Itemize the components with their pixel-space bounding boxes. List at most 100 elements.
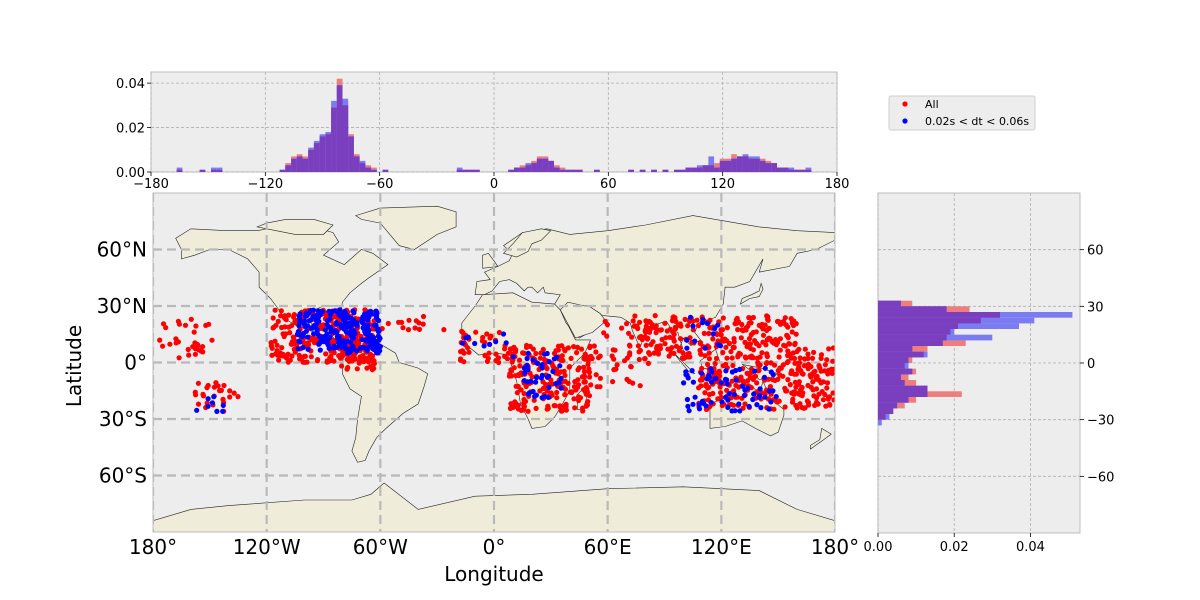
- point-all: [581, 369, 588, 375]
- point-all: [788, 316, 794, 322]
- point-all: [718, 332, 724, 338]
- point-all: [777, 372, 783, 378]
- point-subset: [313, 317, 319, 324]
- point-all: [797, 401, 803, 407]
- point-all: [663, 335, 669, 341]
- point-subset: [324, 318, 330, 324]
- point-subset: [746, 403, 752, 410]
- point-all: [285, 359, 291, 365]
- point-all: [581, 364, 587, 370]
- point-all: [568, 355, 574, 361]
- point-all: [601, 330, 607, 336]
- point-all: [160, 321, 167, 327]
- point-all: [643, 329, 649, 335]
- point-all: [272, 338, 278, 344]
- point-subset: [500, 331, 507, 337]
- point-subset: [374, 327, 380, 333]
- point-subset: [712, 376, 718, 382]
- point-all: [575, 367, 581, 373]
- point-all: [569, 389, 575, 395]
- point-subset: [327, 311, 333, 317]
- point-subset: [487, 341, 493, 347]
- point-all: [349, 354, 355, 360]
- map-x-tick: 120°E: [691, 535, 752, 559]
- point-all: [192, 346, 198, 352]
- land-scandinavia: [502, 228, 552, 258]
- bar-overlap: [777, 167, 783, 172]
- bar-overlap: [805, 169, 812, 172]
- point-all: [420, 321, 426, 327]
- point-all: [541, 356, 547, 362]
- point-all: [735, 327, 741, 333]
- point-all: [765, 376, 772, 382]
- point-subset: [554, 354, 560, 360]
- point-subset: [347, 315, 353, 321]
- point-all: [811, 393, 817, 399]
- point-all: [619, 325, 625, 331]
- point-all: [653, 326, 659, 332]
- point-subset: [371, 335, 377, 341]
- point-all: [543, 364, 549, 370]
- bar-overlap: [456, 169, 463, 172]
- point-subset: [758, 405, 764, 411]
- point-subset: [342, 308, 348, 314]
- point-subset: [684, 396, 691, 403]
- point-all: [586, 369, 593, 375]
- point-all: [591, 343, 597, 349]
- point-all: [790, 350, 796, 356]
- point-all: [715, 396, 721, 402]
- point-subset: [539, 362, 545, 368]
- point-all: [676, 348, 682, 354]
- point-subset: [349, 334, 355, 340]
- point-all: [286, 324, 292, 330]
- point-subset: [304, 313, 310, 319]
- longitude-hist-x-tick: 120: [710, 177, 735, 192]
- point-all: [217, 388, 223, 394]
- point-subset: [296, 323, 302, 329]
- bar-overlap: [754, 158, 760, 172]
- bar-overlap: [531, 163, 537, 172]
- point-all: [706, 350, 712, 356]
- point-subset: [362, 328, 368, 334]
- point-subset: [750, 396, 756, 403]
- point-subset: [715, 342, 721, 348]
- map-y-tick: 30°S: [99, 407, 147, 431]
- point-all: [314, 358, 321, 364]
- point-all: [182, 322, 189, 328]
- point-all: [744, 344, 750, 350]
- point-all: [685, 323, 691, 329]
- point-subset: [300, 344, 306, 351]
- legend-marker-subset: [902, 118, 908, 124]
- point-all: [513, 373, 519, 379]
- point-all: [793, 402, 799, 409]
- point-subset: [710, 331, 716, 337]
- point-all: [748, 332, 754, 338]
- bar-overlap: [878, 351, 924, 358]
- point-all: [521, 396, 527, 403]
- bar-overlap: [291, 158, 297, 172]
- bar-overlap: [878, 323, 958, 329]
- point-subset: [348, 348, 354, 354]
- bar-overlap: [702, 165, 709, 172]
- bar-overlap: [211, 169, 217, 172]
- point-all: [722, 336, 728, 342]
- point-subset: [503, 340, 509, 346]
- bar-overlap: [514, 167, 520, 172]
- point-subset: [194, 407, 200, 413]
- point-all: [701, 330, 707, 336]
- point-all: [668, 346, 674, 352]
- point-subset: [770, 372, 776, 378]
- bar-overlap: [313, 143, 320, 172]
- latitude-hist-x-tick: 0.02: [940, 540, 969, 555]
- point-all: [788, 355, 794, 361]
- point-all: [272, 307, 278, 313]
- point-all: [671, 331, 677, 337]
- point-all: [400, 325, 406, 331]
- point-all: [496, 329, 502, 336]
- point-all: [813, 374, 819, 380]
- point-all: [231, 390, 237, 396]
- point-all: [502, 346, 508, 352]
- point-subset: [530, 388, 536, 395]
- point-all: [763, 342, 769, 348]
- point-all: [211, 384, 217, 390]
